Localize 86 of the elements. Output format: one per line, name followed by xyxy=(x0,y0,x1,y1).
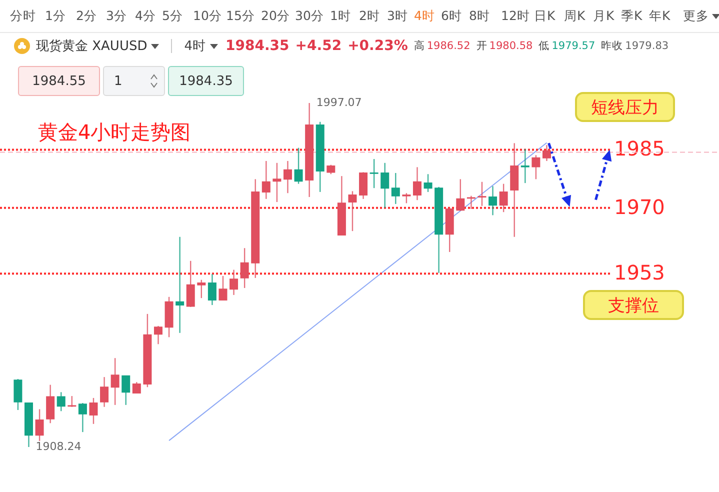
text: 年K xyxy=(649,8,670,25)
candlestick xyxy=(46,384,55,424)
text: 5分 xyxy=(162,8,183,25)
ref-line-label: 1985 xyxy=(614,136,665,161)
text: 3时 xyxy=(387,8,408,25)
candlestick xyxy=(283,160,292,194)
text: 4分 xyxy=(135,8,156,25)
candlestick xyxy=(89,397,98,425)
text: +0.23% xyxy=(348,38,408,54)
candlestick xyxy=(359,172,368,200)
candlestick xyxy=(348,190,357,232)
text: 月K xyxy=(593,8,614,25)
candlestick xyxy=(294,147,303,184)
candlestick xyxy=(424,174,432,193)
candlestick xyxy=(456,178,465,212)
text: 更多 xyxy=(683,8,709,25)
text: 15分 xyxy=(226,8,255,25)
candlestick xyxy=(326,164,336,175)
annotation: 1997.07 xyxy=(316,96,362,109)
candlestick xyxy=(380,162,390,208)
text: 分时 xyxy=(10,8,36,25)
candlestick xyxy=(532,154,540,180)
input-field: 1 xyxy=(103,66,165,96)
annotation: 1908.24 xyxy=(36,440,82,453)
text: 3分 xyxy=(106,8,127,25)
candlestick xyxy=(78,402,87,433)
candlestick xyxy=(100,376,109,408)
candlestick xyxy=(499,183,508,213)
text: 1986.52 xyxy=(426,40,470,52)
ref-line-label: 1953 xyxy=(614,260,665,285)
candlestick xyxy=(218,275,228,301)
text: 1980.58 xyxy=(489,40,533,52)
text: 2分 xyxy=(76,8,97,25)
text: 昨收 xyxy=(601,39,624,53)
candlestick xyxy=(110,357,120,406)
input-field: 1984.55 xyxy=(18,66,100,96)
candlestick xyxy=(412,166,422,201)
candlestick xyxy=(391,172,400,205)
candlestick xyxy=(176,236,184,334)
candlestick xyxy=(132,381,141,394)
text: 周K xyxy=(564,8,586,25)
candlestick xyxy=(154,325,162,345)
text: 6时 xyxy=(441,8,462,25)
text: 1979.57 xyxy=(552,40,596,52)
text: 20分 xyxy=(261,8,290,25)
candlestick xyxy=(488,186,498,216)
candlestick xyxy=(262,160,270,200)
text: 10分 xyxy=(193,8,222,25)
text: 季K xyxy=(621,8,642,25)
candlestick xyxy=(272,162,282,203)
candlestick xyxy=(14,378,22,411)
input-field: 1984.35 xyxy=(168,66,244,96)
text: 日K xyxy=(534,8,556,25)
candlestick xyxy=(230,269,238,296)
text: 1979.83 xyxy=(625,40,669,52)
text: 30分 xyxy=(295,8,324,25)
candlestick xyxy=(240,248,249,289)
speech-bubble: 短线压力 xyxy=(575,92,675,122)
text: 高 xyxy=(414,39,425,53)
text: 低 xyxy=(538,39,550,53)
text: 1分 xyxy=(45,8,66,25)
candlestick xyxy=(56,392,66,412)
candlestick xyxy=(197,279,206,299)
text: 8时 xyxy=(469,8,490,25)
text: 2时 xyxy=(359,8,380,25)
candlestick xyxy=(478,181,486,206)
text: 4时 xyxy=(414,8,435,25)
candlestick xyxy=(370,158,378,189)
text: +4.52 xyxy=(295,38,342,54)
candlestick xyxy=(122,375,130,406)
text: 现货黄金 XAUUSD xyxy=(36,38,148,55)
candlestick xyxy=(520,148,530,184)
text: 黄金4小时走势图 xyxy=(38,119,191,146)
candlestick xyxy=(35,408,44,442)
text: 1984.35 xyxy=(226,38,290,54)
candlestick xyxy=(68,395,76,408)
text: 4时 xyxy=(184,38,206,55)
text: 开 xyxy=(476,39,488,53)
candlestick xyxy=(542,144,551,162)
speech-bubble: 支撑位 xyxy=(583,290,684,320)
text: 12时 xyxy=(501,8,530,25)
candlestick xyxy=(402,192,411,204)
candlestick xyxy=(186,260,195,308)
text: 1时 xyxy=(330,8,351,25)
candlestick xyxy=(208,273,216,306)
ref-line-label: 1970 xyxy=(614,194,665,219)
